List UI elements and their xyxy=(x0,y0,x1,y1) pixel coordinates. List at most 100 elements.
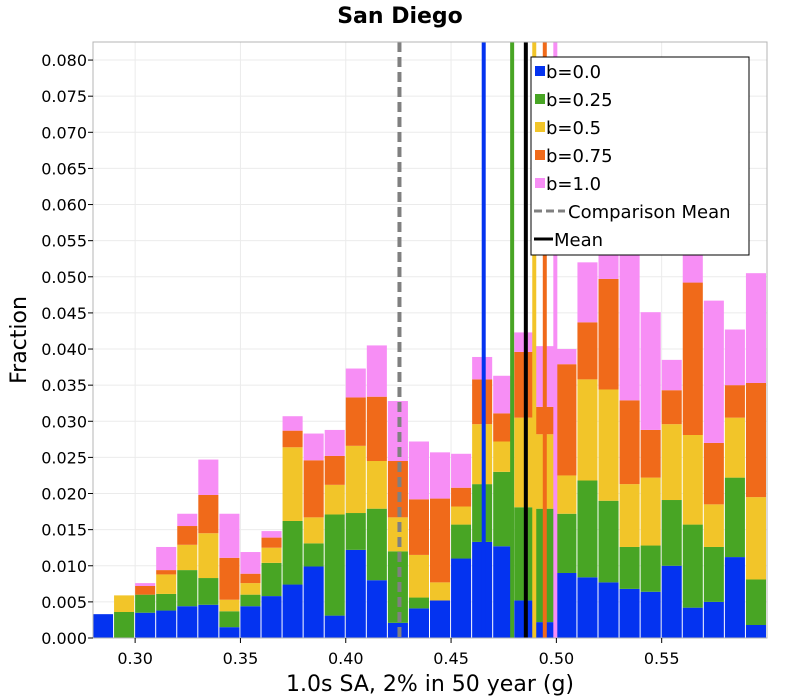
bar-segment xyxy=(219,611,240,628)
legend-label: b=0.5 xyxy=(546,118,601,139)
bar-segment xyxy=(282,584,303,638)
y-axis-ticks: 0.000 0.005 0.010 0.015 0.020 0.025 0.030 0.035… xyxy=(41,51,93,648)
bar-segment xyxy=(345,549,366,638)
bar-segment xyxy=(177,526,198,545)
bar-segment xyxy=(451,453,472,488)
bar-segment xyxy=(577,262,598,323)
bar-segment xyxy=(577,322,598,380)
bar-segment xyxy=(219,627,240,638)
bar-segment xyxy=(135,583,156,586)
bar-segment xyxy=(703,546,724,602)
y-tick-label: 0.045 xyxy=(41,304,87,323)
bar-segment xyxy=(451,487,472,507)
x-tick-label: 0.30 xyxy=(117,649,153,668)
bar-segment xyxy=(556,572,577,638)
legend-label: b=0.25 xyxy=(546,90,613,111)
bar-segment xyxy=(219,557,240,600)
bar-segment xyxy=(303,517,324,544)
bar-segment xyxy=(577,379,598,481)
bar-segment xyxy=(408,499,429,555)
bar-segment xyxy=(619,484,640,547)
bar-segment xyxy=(556,364,577,476)
bar-segment xyxy=(451,524,472,559)
bar-segment xyxy=(682,282,703,435)
x-tick-label: 0.45 xyxy=(433,649,469,668)
bar-segment xyxy=(198,494,219,534)
bar-segment xyxy=(703,601,724,638)
bar-segment xyxy=(556,513,577,573)
y-tick-label: 0.015 xyxy=(41,521,87,540)
y-tick-label: 0.080 xyxy=(41,51,87,70)
bar-segment xyxy=(640,591,661,638)
bar-segment xyxy=(303,460,324,518)
bar-segment xyxy=(408,441,429,500)
bar-segment xyxy=(114,595,135,612)
bar-segment xyxy=(724,385,745,418)
bar-segment xyxy=(598,500,619,583)
y-tick-label: 0.005 xyxy=(41,593,87,612)
bar-segment xyxy=(261,562,282,597)
bar-segment xyxy=(303,566,324,638)
bar-segment xyxy=(324,615,345,638)
y-tick-label: 0.000 xyxy=(41,629,87,648)
x-tick-label: 0.35 xyxy=(223,649,259,668)
bar-segment xyxy=(177,570,198,607)
bar-segment xyxy=(93,614,114,638)
bar-segment xyxy=(408,554,429,598)
bar-segment xyxy=(366,580,387,638)
y-tick-label: 0.040 xyxy=(41,340,87,359)
bar-segment xyxy=(114,611,135,638)
bar-segment xyxy=(324,429,345,456)
bar-segment xyxy=(556,475,577,514)
bar-segment xyxy=(156,570,177,575)
y-tick-label: 0.065 xyxy=(41,159,87,178)
bar-segment xyxy=(324,484,345,515)
bar-segment xyxy=(177,544,198,571)
bar-segment xyxy=(640,312,661,430)
bar-segment xyxy=(430,600,451,638)
y-tick-label: 0.025 xyxy=(41,448,87,467)
legend: b=0.0 b=0.25 b=0.5 b=0.75 b=1.0 Comparison Me… xyxy=(530,56,750,256)
bar-segment xyxy=(345,368,366,398)
bar-segment xyxy=(219,599,240,612)
legend-label: b=0.0 xyxy=(546,62,601,83)
bar-segment xyxy=(240,583,261,595)
bar-segment xyxy=(430,582,451,601)
bar-segment xyxy=(745,497,766,580)
legend-swatch xyxy=(535,150,545,160)
bar-segment xyxy=(387,461,408,518)
bar-segment xyxy=(387,401,408,462)
bar-segment xyxy=(577,577,598,638)
bar-segment xyxy=(724,477,745,558)
bar-segment xyxy=(282,520,303,585)
bar-segment xyxy=(682,434,703,525)
bar-segment xyxy=(640,545,661,592)
bar-segment xyxy=(451,506,472,525)
y-tick-label: 0.075 xyxy=(41,87,87,106)
bar-segment xyxy=(135,585,156,595)
y-tick-label: 0.035 xyxy=(41,376,87,395)
bar-segment xyxy=(282,447,303,521)
legend-label: Comparison Mean xyxy=(568,202,731,223)
bar-segment xyxy=(345,513,366,550)
bar-segment xyxy=(661,565,682,638)
bar-segment xyxy=(366,345,387,397)
y-axis-label: Fraction xyxy=(7,296,32,384)
bar-segment xyxy=(177,513,198,527)
bar-segment xyxy=(408,597,429,609)
bar-segment xyxy=(703,300,724,443)
bar-segment xyxy=(156,593,177,611)
bar-segment xyxy=(198,459,219,495)
bar-segment xyxy=(745,273,766,383)
chart-title: San Diego xyxy=(337,4,463,29)
bar-segment xyxy=(345,397,366,446)
bar-segment xyxy=(682,607,703,638)
bar-segment xyxy=(240,573,261,584)
bar-segment xyxy=(135,612,156,638)
bar-segment xyxy=(240,552,261,574)
bar-segment xyxy=(282,416,303,431)
bar-segment xyxy=(619,546,640,589)
x-tick-label: 0.40 xyxy=(328,649,364,668)
bar-segment xyxy=(177,606,198,638)
bar-segment xyxy=(366,461,387,509)
